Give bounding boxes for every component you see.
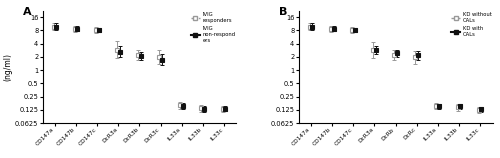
Text: A: A: [23, 7, 32, 17]
Y-axis label: (ng/ml): (ng/ml): [3, 53, 12, 81]
Legend: KD without
CALs, KD with
CALs: KD without CALs, KD with CALs: [451, 12, 492, 37]
Legend: IVIG
responders, IVIG
non-respond
ers: IVIG responders, IVIG non-respond ers: [190, 12, 236, 43]
Text: B: B: [279, 7, 287, 17]
